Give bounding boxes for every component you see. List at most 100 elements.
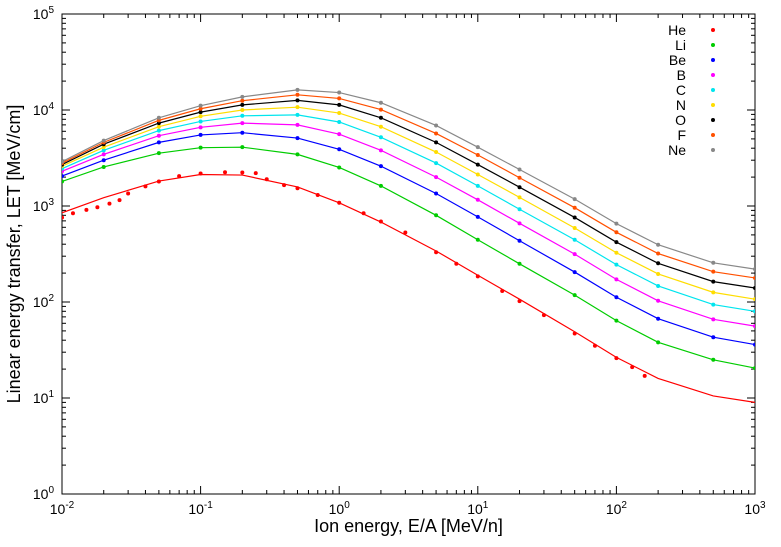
model-curve-n xyxy=(62,106,755,300)
plot-frame xyxy=(61,13,756,495)
data-point-f xyxy=(711,269,716,274)
legend-item-o: O xyxy=(675,112,715,128)
data-point-he xyxy=(253,171,258,176)
data-point-be xyxy=(517,238,522,243)
legend-label: O xyxy=(675,112,686,128)
series-layer xyxy=(62,87,755,403)
legend-label: N xyxy=(676,97,686,113)
data-point-c xyxy=(753,309,755,314)
data-point-o xyxy=(711,279,716,284)
x-tick-label: 101 xyxy=(467,500,489,517)
legend-marker xyxy=(711,73,715,77)
data-point-he xyxy=(95,205,100,210)
data-point-c xyxy=(378,135,383,140)
data-point-o xyxy=(517,185,522,190)
data-point-li xyxy=(101,164,106,169)
data-point-li xyxy=(711,357,716,362)
data-point-f xyxy=(434,131,439,136)
data-point-ne xyxy=(434,123,439,128)
data-point-he xyxy=(361,211,366,216)
data-point-li xyxy=(475,237,480,242)
legend-marker xyxy=(711,88,715,92)
data-point-b xyxy=(517,221,522,226)
series-be xyxy=(62,130,755,347)
data-point-f xyxy=(295,92,300,97)
data-point-o xyxy=(434,140,439,145)
x-tick-label: 103 xyxy=(744,500,766,517)
data-point-b xyxy=(101,152,106,157)
data-point-he xyxy=(517,299,522,304)
model-curve-be xyxy=(62,132,755,346)
data-point-be xyxy=(156,140,161,145)
data-point-c xyxy=(656,283,661,288)
data-point-ne xyxy=(337,90,342,95)
data-point-he xyxy=(592,343,597,348)
data-point-ne xyxy=(753,267,755,272)
data-point-he xyxy=(126,191,131,196)
data-point-o xyxy=(656,261,661,266)
series-c xyxy=(62,112,755,314)
data-point-li xyxy=(378,183,383,188)
legend-item-n: N xyxy=(676,97,715,113)
legend-item-be: Be xyxy=(669,52,715,68)
data-point-he xyxy=(500,289,505,294)
data-point-o xyxy=(240,102,245,107)
data-point-c xyxy=(434,161,439,166)
data-point-be xyxy=(240,130,245,135)
data-point-o xyxy=(295,98,300,103)
data-point-ne xyxy=(517,167,522,172)
data-point-c xyxy=(711,302,716,307)
data-point-li xyxy=(156,151,161,156)
data-point-f xyxy=(572,205,577,210)
data-point-b xyxy=(614,277,619,282)
data-point-o xyxy=(198,110,203,115)
data-point-n xyxy=(614,250,619,255)
data-point-ne xyxy=(198,103,203,108)
x-tick-label: 100 xyxy=(329,500,351,517)
data-point-f xyxy=(614,230,619,235)
data-point-c xyxy=(240,113,245,118)
data-point-n xyxy=(517,195,522,200)
data-point-b xyxy=(378,148,383,153)
data-point-b xyxy=(434,175,439,180)
x-axis-label: Ion energy, E/A [MeV/n] xyxy=(314,516,503,536)
data-point-he xyxy=(403,230,408,235)
data-point-he xyxy=(143,184,148,189)
data-point-be xyxy=(378,164,383,169)
data-point-b xyxy=(198,125,203,130)
data-point-be xyxy=(656,316,661,321)
data-point-c xyxy=(517,207,522,212)
data-point-ne xyxy=(711,260,716,265)
data-point-be xyxy=(572,270,577,275)
y-tick-label: 101 xyxy=(33,389,55,406)
data-point-b xyxy=(337,132,342,137)
legend-label: He xyxy=(668,22,686,38)
legend-marker xyxy=(711,58,715,62)
data-point-he xyxy=(378,219,383,224)
model-curve-he xyxy=(62,173,755,403)
legend-label: C xyxy=(676,82,686,98)
data-point-be xyxy=(711,335,716,340)
data-point-li xyxy=(656,340,661,345)
data-point-ne xyxy=(475,145,480,150)
y-tick-label: 100 xyxy=(33,485,55,502)
data-point-be xyxy=(337,147,342,152)
series-li xyxy=(62,145,755,371)
model-curve-c xyxy=(62,114,755,312)
data-point-o xyxy=(572,215,577,220)
data-point-li xyxy=(753,366,755,371)
data-point-li xyxy=(337,165,342,170)
data-point-he xyxy=(223,170,228,175)
data-point-he xyxy=(177,174,182,179)
series-b xyxy=(62,121,755,329)
data-point-b xyxy=(711,317,716,322)
data-point-n xyxy=(101,145,106,150)
data-point-li xyxy=(517,261,522,266)
data-point-b xyxy=(475,197,480,202)
data-point-he xyxy=(434,250,439,255)
data-point-ne xyxy=(295,87,300,92)
data-point-he xyxy=(240,170,245,175)
data-point-c xyxy=(295,112,300,117)
data-point-he xyxy=(62,215,64,220)
data-point-li xyxy=(62,179,64,184)
